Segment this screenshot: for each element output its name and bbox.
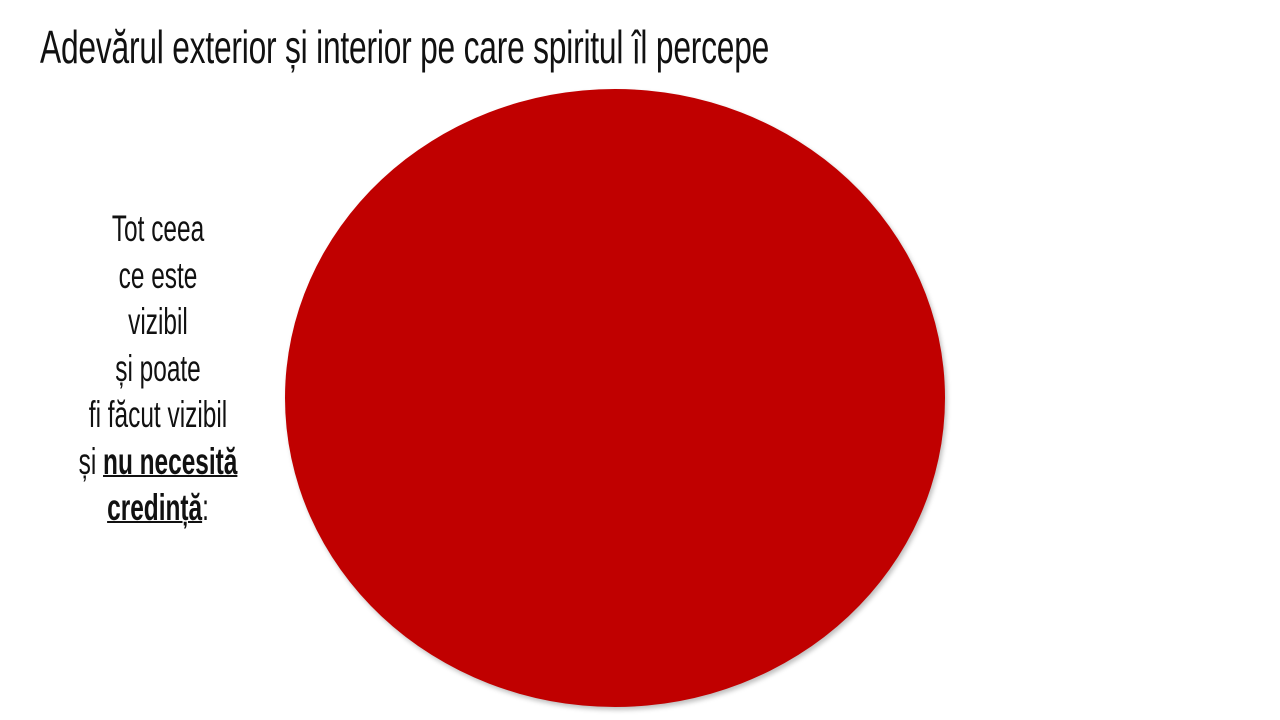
side-text-line: credință: [59,485,257,532]
side-text-line: și nu necesită [59,439,257,486]
side-text-emphasis: nu necesită [103,440,238,482]
side-text: Tot ceea ce este vizibil și poate fi făc… [59,206,257,532]
side-text-line: ce este [118,254,198,296]
slide-title: Adevărul exterior și interior pe care sp… [40,21,770,73]
side-text-line: Tot ceea [111,208,205,249]
side-text-line: vizibil [128,301,188,342]
side-text-line: și poate [115,347,201,389]
red-circle [285,89,945,707]
side-text-emphasis: credință [107,487,203,528]
side-text-suffix: : [202,487,209,528]
side-text-line: fi făcut vizibil [88,394,228,435]
side-text-prefix: și [78,440,104,482]
